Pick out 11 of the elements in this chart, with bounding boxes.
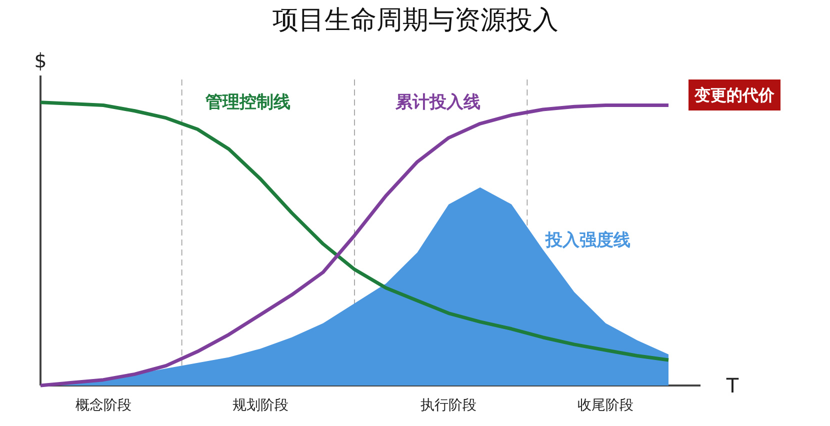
- x-tick-label: 收尾阶段: [578, 398, 634, 414]
- chart-title: 项目生命周期与资源投入: [272, 6, 558, 36]
- annotation: 变更的代价: [694, 86, 776, 104]
- y-axis-title: $: [34, 48, 47, 72]
- x-tick-label: 规划阶段: [232, 398, 288, 414]
- x-tick-label: 概念阶段: [75, 398, 132, 414]
- series-label: 投入强度线: [544, 230, 630, 250]
- series-label: 管理控制线: [204, 92, 290, 112]
- series-label: 累计投入线: [394, 92, 480, 112]
- x-axis-title: T: [725, 374, 740, 398]
- x-tick-label: 执行阶段: [420, 398, 477, 414]
